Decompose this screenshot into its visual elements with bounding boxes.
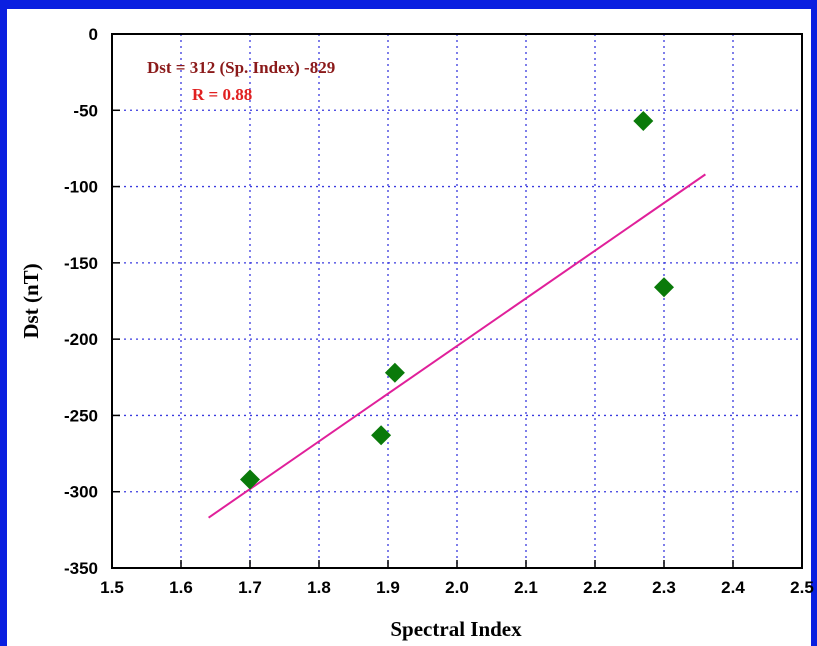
x-tick-labels: 1.5 1.6 1.7 1.8 1.9 2.0 2.1 2.2 2.3 2.4 2.5 <box>100 578 814 597</box>
data-point <box>633 110 654 131</box>
grid <box>112 34 802 568</box>
x-tick-label: 1.5 <box>100 578 124 597</box>
y-axis-title: Dst (nT) <box>19 263 43 338</box>
x-tick-label: 1.9 <box>376 578 400 597</box>
x-tick-label: 2.4 <box>721 578 745 597</box>
x-tick-label: 1.8 <box>307 578 331 597</box>
x-tick-label: 2.0 <box>445 578 469 597</box>
x-tick-label: 2.5 <box>790 578 814 597</box>
data-point <box>371 425 392 446</box>
r-value-annotation: R = 0.88 <box>192 85 252 104</box>
y-tick-label: -250 <box>64 406 98 425</box>
y-tick-label: -150 <box>64 254 98 273</box>
y-tick-label: -100 <box>64 178 98 197</box>
y-tick-label: -300 <box>64 483 98 502</box>
data-point <box>240 469 260 490</box>
ticks <box>111 33 803 569</box>
equation-annotation: Dst = 312 (Sp. Index) -829 <box>147 58 335 77</box>
x-axis-title: Spectral Index <box>390 617 522 641</box>
y-tick-labels: 0 -50 -100 -150 -200 -250 -300 -350 <box>64 25 98 578</box>
x-tick-label: 2.2 <box>583 578 607 597</box>
y-tick-label: -200 <box>64 330 98 349</box>
x-tick-label: 2.3 <box>652 578 676 597</box>
y-tick-label: 0 <box>89 25 98 44</box>
x-tick-label: 2.1 <box>514 578 538 597</box>
plot-area <box>111 33 803 569</box>
x-tick-label: 1.6 <box>169 578 193 597</box>
data-point <box>384 362 405 383</box>
data-points <box>240 110 674 490</box>
x-tick-label: 1.7 <box>238 578 262 597</box>
y-tick-label: -50 <box>73 101 98 120</box>
fit-line <box>208 173 706 519</box>
y-tick-label: -350 <box>64 559 98 578</box>
data-point <box>654 277 674 298</box>
